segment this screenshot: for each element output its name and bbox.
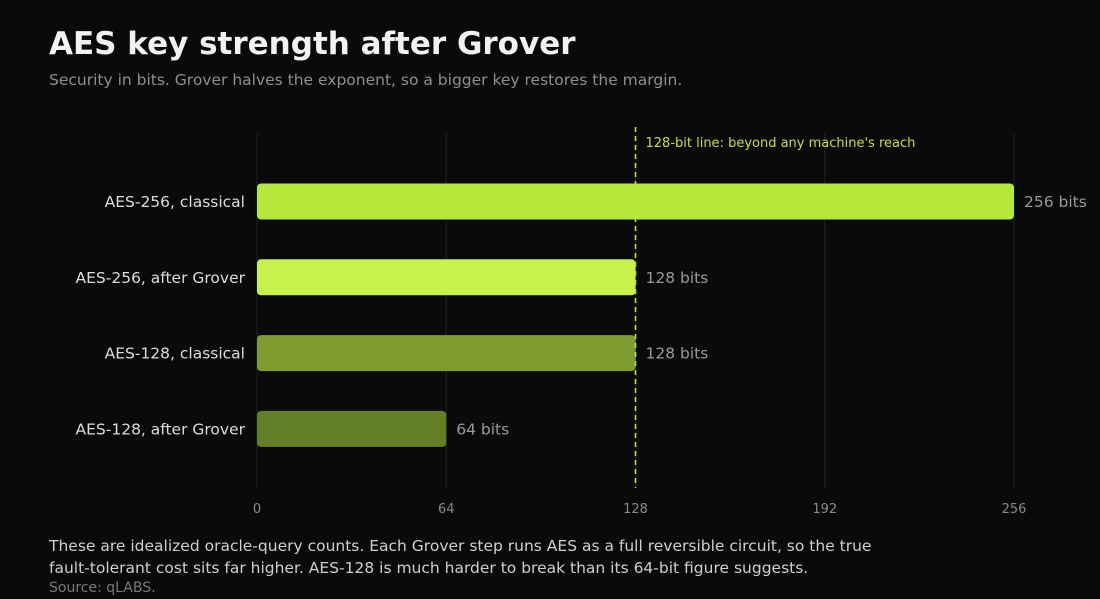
category-label: AES-256, after Grover — [76, 269, 246, 287]
category-label: AES-128, classical — [105, 345, 245, 363]
x-tick-label: 64 — [438, 502, 455, 517]
category-label: AES-128, after Grover — [76, 420, 246, 438]
x-tick-label: 128 — [623, 502, 648, 517]
source-credit: Source: qLABS. — [49, 580, 156, 596]
footnote: These are idealized oracle-query counts.… — [49, 537, 872, 577]
x-tick-label: 0 — [253, 502, 261, 517]
category-label: AES-256, classical — [105, 193, 245, 211]
value-label: 64 bits — [456, 420, 509, 438]
chart-title: AES key strength after Grover — [49, 26, 576, 62]
bar — [257, 259, 636, 296]
reference-line-group: 128-bit line: beyond any machine's reach — [634, 127, 916, 488]
bar — [257, 335, 636, 372]
chart-subtitle: Security in bits. Grover halves the expo… — [49, 71, 683, 89]
value-label: 256 bits — [1024, 193, 1087, 211]
value-label: 128 bits — [646, 269, 709, 287]
category-labels: AES-256, classical 256 bits AES-256, after… — [76, 193, 1087, 438]
x-tick-label: 256 — [1002, 502, 1027, 517]
x-tick-labels: 0 64 128 192 256 — [253, 502, 1027, 517]
bar — [257, 410, 447, 447]
value-label: 128 bits — [646, 345, 709, 363]
x-tick-label: 192 — [812, 502, 837, 517]
reference-line-label: 128-bit line: beyond any machine's reach — [646, 136, 916, 151]
